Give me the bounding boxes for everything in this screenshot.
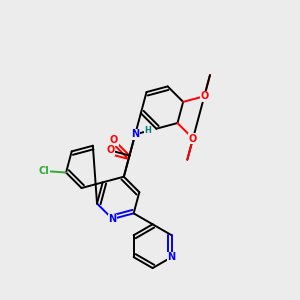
Text: H: H xyxy=(144,127,151,136)
Text: O: O xyxy=(110,135,118,145)
Text: N: N xyxy=(131,129,139,140)
Text: O: O xyxy=(200,91,208,101)
Text: N: N xyxy=(108,214,117,224)
Text: O: O xyxy=(106,146,115,155)
Text: Cl: Cl xyxy=(39,166,50,176)
Text: N: N xyxy=(167,252,175,262)
Text: O: O xyxy=(189,134,197,143)
